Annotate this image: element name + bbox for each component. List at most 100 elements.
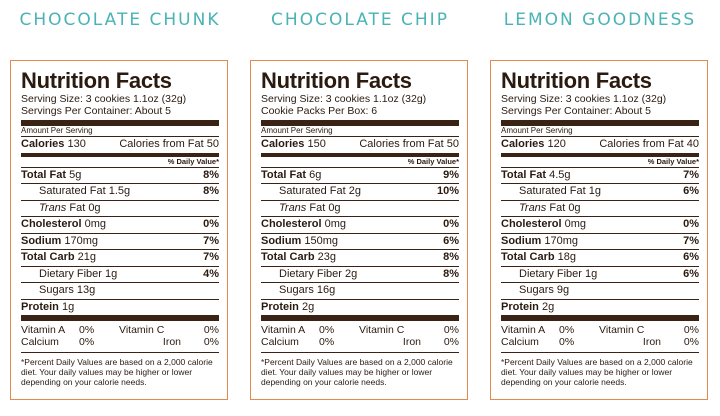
- cholesterol-row: Cholesterol 0mg 0%: [21, 217, 219, 234]
- sugars-row: Sugars 9g: [501, 283, 699, 300]
- sodium-label: Sodium: [21, 234, 62, 247]
- iron-value: 0%: [683, 336, 699, 348]
- total-carb-value: 18g: [557, 251, 576, 263]
- calories-value: 150: [307, 138, 326, 150]
- protein-value: 2g: [541, 300, 555, 313]
- protein-value: 2g: [301, 300, 315, 313]
- vitamin-row: Vitamin A 0% Vitamin C 0%: [261, 324, 459, 336]
- dietary-fiber-dv: 6%: [683, 267, 699, 280]
- nutrition-facts-heading: Nutrition Facts: [501, 68, 652, 93]
- total-carb-value: 21g: [77, 251, 96, 263]
- vitamin-c-value: 0%: [683, 324, 699, 336]
- protein-row: Protein 1g: [21, 300, 219, 316]
- nutrition-facts-heading: Nutrition Facts: [261, 68, 412, 93]
- calories-from-fat: Calories from Fat 40: [599, 138, 699, 150]
- cholesterol-row: Cholesterol 0mg 0%: [501, 217, 699, 234]
- trans-fat: Fat 0g: [66, 201, 101, 214]
- mineral-row: Calcium 0% Iron 0%: [21, 336, 219, 348]
- thick-rule: [261, 315, 459, 321]
- trans-fat-row: Trans Fat 0g: [21, 201, 219, 217]
- total-carb-dv: 7%: [203, 251, 219, 263]
- saturated-fat: Saturated Fat 1.5g: [39, 185, 131, 197]
- fiber-row: Dietary Fiber 2g 8%: [261, 267, 459, 283]
- saturated-fat-dv: 8%: [203, 185, 219, 197]
- saturated-fat-row: Saturated Fat 2g 10%: [261, 184, 459, 201]
- nutrition-panel: Nutrition Facts Serving Size: 3 cookies …: [10, 60, 228, 400]
- sodium-value: 170mg: [64, 234, 99, 247]
- vitamin-row: Vitamin A 0% Vitamin C 0%: [501, 324, 699, 336]
- total-fat-row: Total Fat 6g 9%: [261, 168, 459, 184]
- sugars: Sugars 9g: [519, 284, 570, 296]
- daily-value-header: % Daily Value*: [261, 157, 459, 168]
- cholesterol-value: 0mg: [324, 218, 346, 230]
- total-fat-label: Total Fat: [21, 168, 67, 181]
- rule: [501, 136, 699, 137]
- calories-label: Calories: [21, 138, 65, 150]
- total-carb-label: Total Carb: [21, 251, 75, 263]
- rule: [21, 352, 219, 353]
- calories-row: Calories 120 Calories from Fat 40: [501, 137, 699, 154]
- sodium-label: Sodium: [501, 234, 542, 247]
- total-carb-label: Total Carb: [261, 251, 315, 263]
- saturated-fat-dv: 6%: [683, 185, 699, 197]
- mineral-row: Calcium 0% Iron 0%: [501, 336, 699, 348]
- total-carb-dv: 8%: [443, 251, 459, 263]
- trans-fat-row: Trans Fat 0g: [261, 201, 459, 217]
- dietary-fiber: Dietary Fiber 2g: [279, 267, 358, 280]
- sodium-dv: 7%: [203, 234, 219, 247]
- cholesterol-label: Cholesterol: [261, 218, 322, 230]
- calories-label: Calories: [261, 138, 305, 150]
- dietary-fiber-dv: 8%: [443, 267, 459, 280]
- nutrition-facts-heading: Nutrition Facts: [21, 68, 172, 93]
- medium-rule: [261, 153, 459, 157]
- iron-label: Iron: [162, 336, 181, 348]
- nutrition-panel: Nutrition Facts Serving Size: 3 cookies …: [490, 60, 708, 400]
- saturated-fat-row: Saturated Fat 1g 6%: [501, 184, 699, 201]
- daily-value-header: % Daily Value*: [501, 157, 699, 168]
- vitamin-a-value: 0%: [559, 324, 575, 336]
- cholesterol-label: Cholesterol: [501, 218, 562, 230]
- vitamin-a-value: 0%: [79, 324, 95, 336]
- rule: [21, 136, 219, 137]
- cholesterol-dv: 0%: [683, 218, 699, 230]
- trans-fat: Fat 0g: [306, 201, 341, 214]
- vitamin-c-label: Vitamin C: [119, 324, 165, 336]
- calories-row: Calories 150 Calories from Fat 50: [261, 137, 459, 154]
- sugars: Sugars 13g: [39, 284, 96, 296]
- total-fat-dv: 8%: [203, 168, 219, 181]
- total-fat-value: 5g: [69, 168, 82, 181]
- fiber-row: Dietary Fiber 1g 6%: [501, 267, 699, 283]
- cholesterol-dv: 0%: [443, 218, 459, 230]
- vitamin-a-label: Vitamin A: [261, 324, 306, 336]
- vitamin-c-value: 0%: [443, 324, 459, 336]
- footnote: *Percent Daily Values are based on a 2,0…: [261, 357, 453, 387]
- sugars-row: Sugars 13g: [21, 283, 219, 300]
- product-title: CHOCOLATE CHIP: [271, 10, 449, 30]
- thick-rule: [501, 315, 699, 321]
- calcium-label: Calcium: [261, 336, 299, 348]
- fiber-row: Dietary Fiber 1g 4%: [21, 267, 219, 283]
- medium-rule: [21, 153, 219, 157]
- dietary-fiber-dv: 4%: [203, 267, 219, 280]
- iron-value: 0%: [443, 336, 459, 348]
- vitamin-c-label: Vitamin C: [359, 324, 405, 336]
- vitamin-c-value: 0%: [203, 324, 219, 336]
- calcium-value: 0%: [319, 336, 335, 348]
- amount-per-serving: Amount Per Serving: [501, 126, 573, 135]
- rule: [501, 352, 699, 353]
- protein-label: Protein: [501, 300, 539, 313]
- calcium-value: 0%: [79, 336, 95, 348]
- total-fat-value: 6g: [309, 168, 322, 181]
- total-carb-label: Total Carb: [501, 251, 555, 263]
- amount-per-serving: Amount Per Serving: [261, 126, 333, 135]
- vitamin-a-value: 0%: [319, 324, 335, 336]
- total-fat-dv: 9%: [443, 168, 459, 181]
- saturated-fat-row: Saturated Fat 1.5g 8%: [21, 184, 219, 201]
- total-carb-dv: 6%: [683, 251, 699, 263]
- total-carb-row: Total Carb 21g 7%: [21, 250, 219, 267]
- protein-value: 1g: [61, 300, 75, 313]
- trans-fat-row: Trans Fat 0g: [501, 201, 699, 217]
- calories-label: Calories: [501, 138, 545, 150]
- dietary-fiber: Dietary Fiber 1g: [39, 267, 118, 280]
- cholesterol-label: Cholesterol: [21, 218, 82, 230]
